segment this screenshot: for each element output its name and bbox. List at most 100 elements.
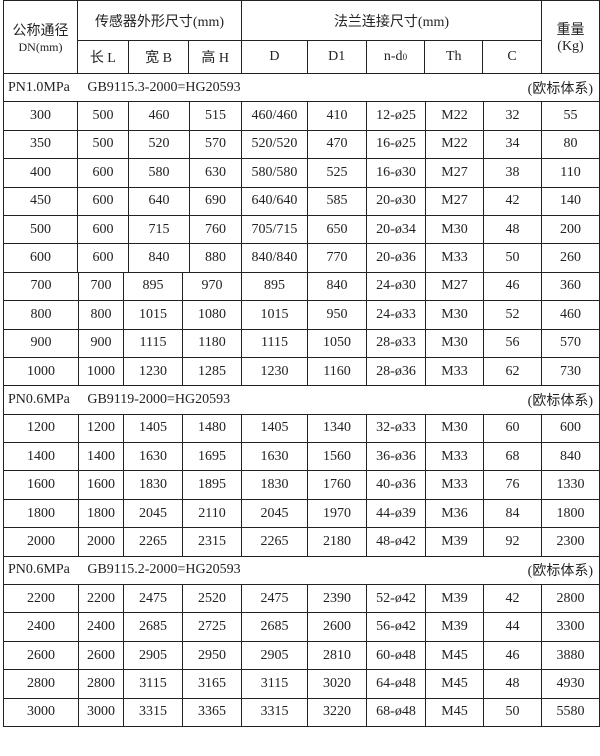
table-cell: M45: [426, 698, 484, 726]
table-cell: M39: [426, 528, 484, 556]
table-cell: 1400: [4, 443, 79, 471]
table-cell: 840: [542, 443, 600, 471]
table-cell: 3315: [242, 698, 308, 726]
standard-system: (欧标体系): [527, 81, 593, 97]
table-cell: 2800: [542, 585, 600, 613]
table-cell: 1200: [79, 414, 124, 443]
table-row: 900 900 1115 1180 1115 1050 28-ø33 M30 56 570: [4, 329, 600, 358]
table-cell: 42: [484, 187, 542, 215]
table-row: 1000 1000 1230 1285 1230 1160 28-ø36 M33 62 730: [4, 357, 600, 387]
table-cell: 1800: [4, 499, 79, 528]
header-col-b: 宽 B: [129, 41, 190, 73]
table-cell: 2800: [79, 670, 124, 698]
table-cell: 1330: [542, 471, 600, 499]
table-cell: 1285: [183, 357, 242, 386]
table-cell: 20-ø30: [367, 187, 426, 215]
table-row: 1400 1400 1630 1695 1630 1560 36-ø36 M33 68 840: [4, 443, 600, 472]
header-sensor: 传感器外形尺寸(mm): [78, 1, 241, 41]
table-cell: M27: [426, 272, 484, 301]
table-cell: 715: [129, 215, 190, 244]
table-cell: 2000: [4, 528, 79, 556]
header-col-nd-label: n-d: [383, 49, 403, 64]
table-row: 1200 1200 1405 1480 1405 1340 32-ø33 M30 60 600: [4, 414, 600, 444]
table-cell: 1000: [4, 357, 79, 386]
table-cell: 1600: [4, 471, 79, 499]
table-cell: 36-ø36: [367, 443, 426, 471]
table-cell: 2110: [183, 499, 242, 528]
table-cell: 1000: [79, 357, 124, 386]
table-cell: 500: [78, 102, 129, 130]
pressure-row: PN1.0MPa GB9115.3-2000=HG20593 (欧标体系): [4, 74, 600, 103]
table-cell: 300: [4, 102, 78, 130]
table-cell: 16-ø25: [367, 130, 426, 159]
header-dn: 公称通径 DN(mm): [4, 1, 78, 73]
table-cell: 1630: [242, 443, 308, 471]
table-cell: 2390: [308, 585, 367, 613]
table-cell: 640/640: [242, 187, 308, 215]
table-cell: 44: [484, 613, 542, 641]
table-cell: 80: [542, 130, 600, 159]
table-cell: M39: [426, 613, 484, 641]
table-cell: 600: [78, 244, 129, 272]
table-cell: 500: [4, 215, 78, 244]
table-cell: 460/460: [242, 102, 308, 130]
table-cell: M30: [426, 301, 484, 329]
table-cell: 570: [542, 329, 600, 357]
header-col-nd-sub: 0: [402, 52, 408, 62]
table-cell: 1800: [542, 499, 600, 528]
table-row: 350 500 520 570 520/520 470 16-ø25 M22 34 80: [4, 130, 600, 160]
table-cell: 2300: [542, 528, 600, 556]
table-cell: 1200: [4, 414, 79, 443]
table-cell: 200: [542, 215, 600, 244]
table-cell: 840: [129, 244, 190, 272]
header-col-d: D: [242, 41, 308, 73]
table-cell: M33: [426, 357, 484, 386]
pressure-row: PN0.6MPa GB9115.2-2000=HG20593 (欧标体系): [4, 556, 600, 586]
table-cell: M30: [426, 329, 484, 357]
standard-system: (欧标体系): [527, 564, 593, 580]
table-cell: M30: [426, 414, 484, 443]
table-cell: 2045: [242, 499, 308, 528]
table-cell: 40-ø36: [367, 471, 426, 499]
table-cell: 24-ø30: [367, 272, 426, 301]
pressure-standard: PN0.6MPa GB9119-2000=HG20593: [8, 391, 231, 407]
pressure-row: PN0.6MPa GB9119-2000=HG20593 (欧标体系): [4, 386, 600, 415]
table-cell: 1160: [308, 357, 367, 386]
table-cell: 1560: [308, 443, 367, 471]
table-cell: 1400: [79, 443, 124, 471]
table-cell: 700: [4, 272, 79, 301]
table-cell: 600: [78, 215, 129, 244]
table-cell: 2520: [183, 585, 242, 613]
table-cell: 34: [484, 130, 542, 159]
table-cell: 92: [484, 528, 542, 556]
table-cell: 20-ø36: [367, 244, 426, 272]
table-cell: 520/520: [242, 130, 308, 159]
table-cell: M22: [426, 130, 484, 159]
table-cell: 20-ø34: [367, 215, 426, 244]
table-row: 1600 1600 1830 1895 1830 1760 40-ø36 M33 76 1330: [4, 471, 600, 500]
table-cell: 600: [78, 159, 129, 187]
table-cell: 705/715: [242, 215, 308, 244]
table-cell: 260: [542, 244, 600, 272]
table-cell: 76: [484, 471, 542, 499]
table-row: 1800 1800 2045 2110 2045 1970 44-ø39 M36 84 1800: [4, 499, 600, 529]
table-cell: 1760: [308, 471, 367, 499]
table-cell: 3315: [124, 698, 183, 726]
table-cell: 3165: [183, 670, 242, 698]
table-cell: 515: [190, 102, 242, 130]
table-row: 2000 2000 2265 2315 2265 2180 48-ø42 M39 92 2300: [4, 528, 600, 557]
table-cell: 460: [542, 301, 600, 329]
table-cell: 800: [79, 301, 124, 329]
table-cell: 1970: [308, 499, 367, 528]
table-cell: 1800: [79, 499, 124, 528]
table-row: 800 800 1015 1080 1015 950 24-ø33 M30 52 460: [4, 301, 600, 330]
table-cell: 2315: [183, 528, 242, 556]
header-col-d1: D1: [308, 41, 367, 73]
table-cell: 12-ø25: [367, 102, 426, 130]
table-cell: 360: [542, 272, 600, 301]
table-cell: 1480: [183, 414, 242, 443]
table-cell: 400: [4, 159, 78, 187]
header-flange-group: 法兰连接尺寸(mm) D D1 n-d 0 Th C: [242, 1, 542, 73]
table-cell: 895: [124, 272, 183, 301]
table-cell: 2600: [79, 641, 124, 670]
